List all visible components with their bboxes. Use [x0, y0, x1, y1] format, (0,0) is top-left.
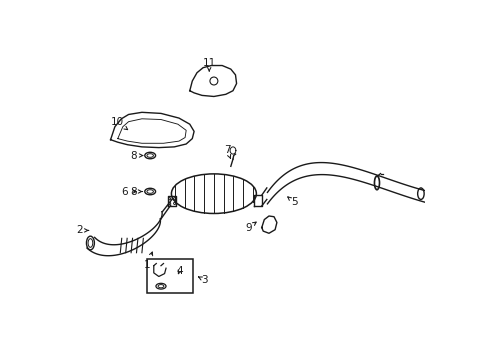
- Text: 11: 11: [202, 58, 215, 71]
- Text: 10: 10: [111, 117, 127, 130]
- Text: 7: 7: [224, 145, 230, 158]
- Text: 6: 6: [122, 186, 136, 197]
- Text: 4: 4: [176, 266, 183, 276]
- Text: 8: 8: [130, 150, 142, 161]
- Text: 8: 8: [130, 186, 142, 197]
- Text: 3: 3: [198, 275, 208, 285]
- Text: 5: 5: [287, 197, 297, 207]
- Text: 9: 9: [245, 222, 256, 233]
- Text: 2: 2: [76, 225, 88, 235]
- Bar: [146, 259, 193, 293]
- Text: 1: 1: [143, 252, 152, 270]
